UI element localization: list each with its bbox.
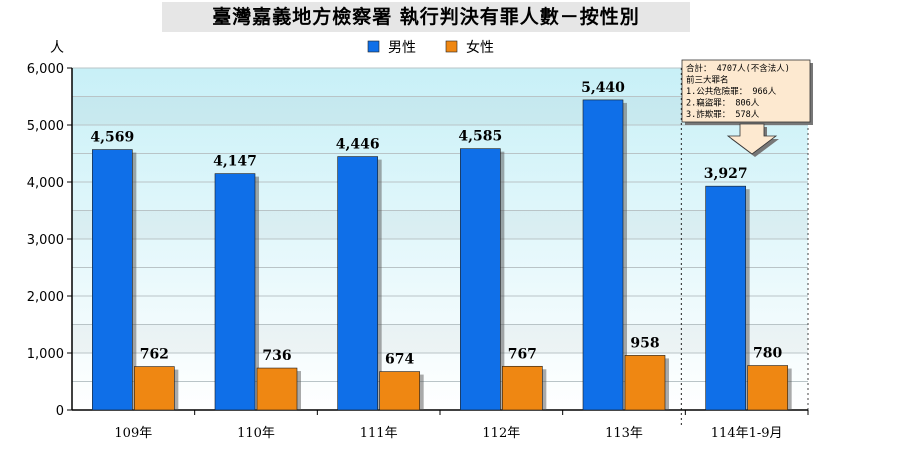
data-label: 3,927 — [704, 166, 748, 182]
bar-male — [705, 185, 746, 411]
callout-line: 3.詐欺罪： 578人 — [686, 109, 760, 120]
axes: 0 1,000 2,000 3,000 4,000 5,000 6,000 人 109年 110年… — [27, 40, 809, 441]
bar-male — [582, 99, 624, 411]
callout-line: 2.竊盜罪： 806人 — [686, 98, 760, 109]
callout-box — [681, 59, 811, 123]
callout-line: 合計： 4707人(不含法人) — [686, 63, 790, 74]
legend-label: 男性 — [388, 40, 416, 56]
bar-female — [379, 371, 420, 411]
bar-male — [460, 148, 501, 411]
x-tick-label: 109年 — [114, 426, 152, 441]
title-bar: 臺灣嘉義地方檢察署 執行判決有罪人數－按性別 — [162, 2, 690, 32]
x-tick-label: 112年 — [482, 426, 520, 441]
y-tick-label: 0 — [56, 404, 64, 419]
data-label: 674 — [385, 352, 414, 368]
legend-swatch — [367, 40, 380, 53]
bar-female — [134, 366, 175, 411]
data-label: 5,440 — [581, 80, 625, 96]
x-tick-label: 111年 — [360, 426, 398, 441]
data-label: 762 — [140, 347, 169, 363]
data-label: 767 — [508, 346, 537, 362]
bar-male — [92, 149, 133, 411]
callout-arrow — [726, 123, 778, 155]
bar-male — [214, 173, 256, 411]
legend-label: 女性 — [466, 39, 494, 56]
callout-line: 前三大罪名 — [686, 75, 729, 86]
legend: 男性 女性 — [367, 39, 494, 56]
callout-line: 1.公共危險罪： 966人 — [686, 86, 777, 97]
x-tick-label: 113年 — [605, 426, 643, 441]
data-label: 736 — [262, 348, 291, 364]
chart-title: 臺灣嘉義地方檢察署 執行判決有罪人數－按性別 — [212, 6, 640, 28]
bar-male — [337, 156, 378, 411]
bar-female — [256, 367, 298, 411]
y-tick-label: 2,000 — [27, 290, 64, 305]
data-label: 4,446 — [336, 137, 380, 153]
data-label: 4,147 — [213, 154, 257, 170]
y-tick-label: 1,000 — [27, 347, 64, 362]
y-tick-label: 3,000 — [27, 233, 64, 248]
bar-female — [502, 365, 543, 411]
data-label: 780 — [753, 346, 782, 362]
bar-female — [624, 355, 666, 411]
band-shade — [72, 211, 808, 240]
data-label: 4,585 — [458, 129, 502, 145]
band-shade — [72, 325, 808, 354]
data-label: 4,569 — [90, 130, 134, 146]
data-labels: 4,569 762 4,147 736 4,446 674 4,585 767 5,440 958… — [90, 80, 782, 368]
bar-female — [747, 365, 788, 411]
y-tick-label: 5,000 — [27, 119, 64, 134]
y-tick-label: 4,000 — [27, 176, 64, 191]
x-tick-label: 110年 — [237, 426, 275, 441]
y-unit-label: 人 — [50, 40, 64, 56]
bars — [92, 99, 792, 411]
data-label: 958 — [630, 335, 659, 351]
y-tick-label: 6,000 — [27, 62, 64, 77]
x-tick-label: 114年1-9月 — [711, 426, 783, 441]
legend-swatch — [445, 40, 458, 53]
